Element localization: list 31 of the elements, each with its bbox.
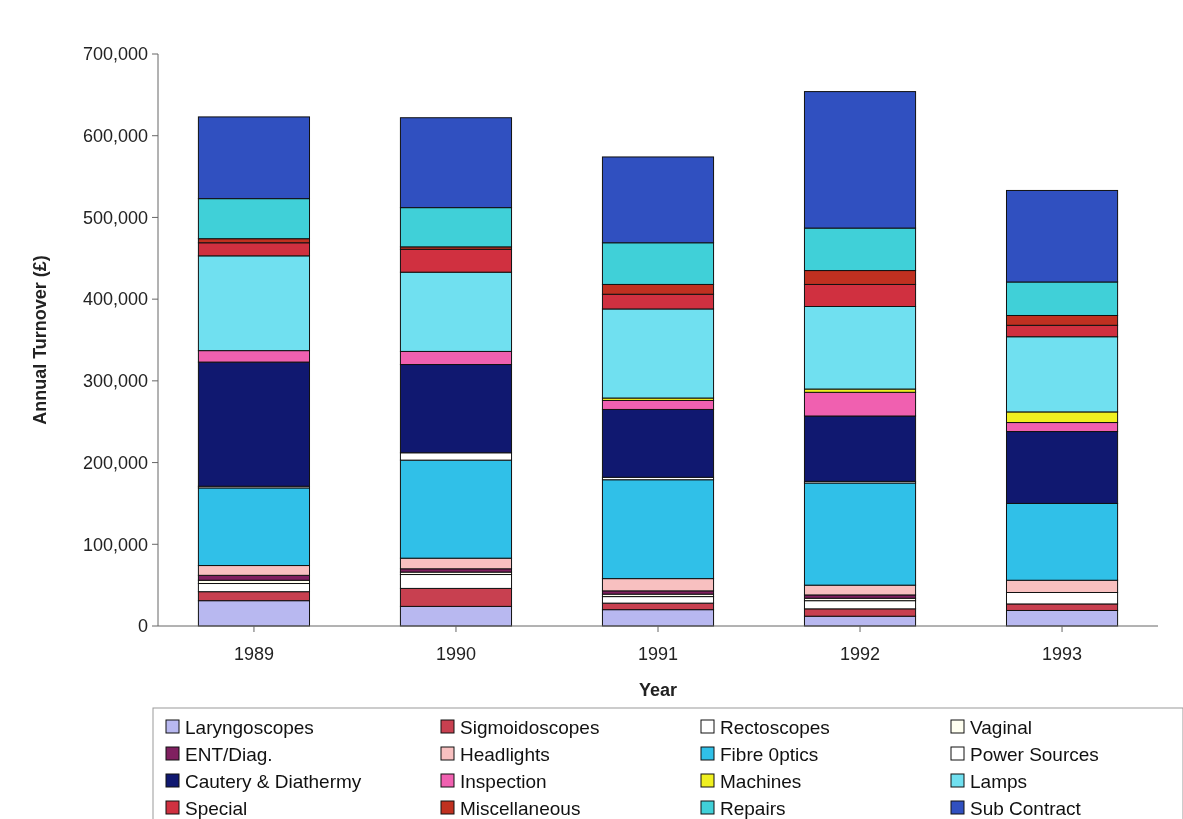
x-tick-label: 1991 [637,644,679,664]
legend-label: Headlights [460,743,550,765]
legend-label: Inspection [460,770,547,792]
legend-label: Rectoscopes [720,716,830,738]
legend-label: Machines [720,770,802,792]
x-axis-title: Year [638,680,678,700]
legend-label: Miscellaneous [460,797,581,819]
legend-label: Cautery & Diathermy [185,770,362,792]
legend-label: Laryngoscopes [185,716,314,738]
y-tick-label: 400,000 [82,289,148,310]
y-tick-label: 200,000 [82,452,148,473]
legend-label: Power Sources [970,743,1099,765]
y-tick-label: 700,000 [82,44,148,65]
y-tick-label: 500,000 [82,207,148,228]
legend-label: Sub Contract [970,797,1082,819]
legend-label: Sigmoidoscopes [460,716,600,738]
y-axis-title: Annual Turnover (£) [30,255,50,425]
legend-label: Lamps [970,770,1028,792]
x-tick-label: 1993 [1042,644,1083,664]
y-tick-label: 600,000 [82,126,148,147]
legend-label: ENT/Diag. [185,743,273,765]
y-tick-label: 0 [137,616,148,637]
x-tick-label: 1990 [435,644,476,664]
legend-label: Fibre 0ptics [720,743,819,765]
legend-label: Vaginal [970,716,1032,738]
x-tick-label: 1992 [840,644,881,664]
y-tick-label: 300,000 [82,371,148,392]
legend-label: Special [185,797,248,819]
y-tick-label: 100,000 [82,534,148,555]
x-tick-label: 1989 [233,644,274,664]
legend-label: Repairs [720,797,786,819]
